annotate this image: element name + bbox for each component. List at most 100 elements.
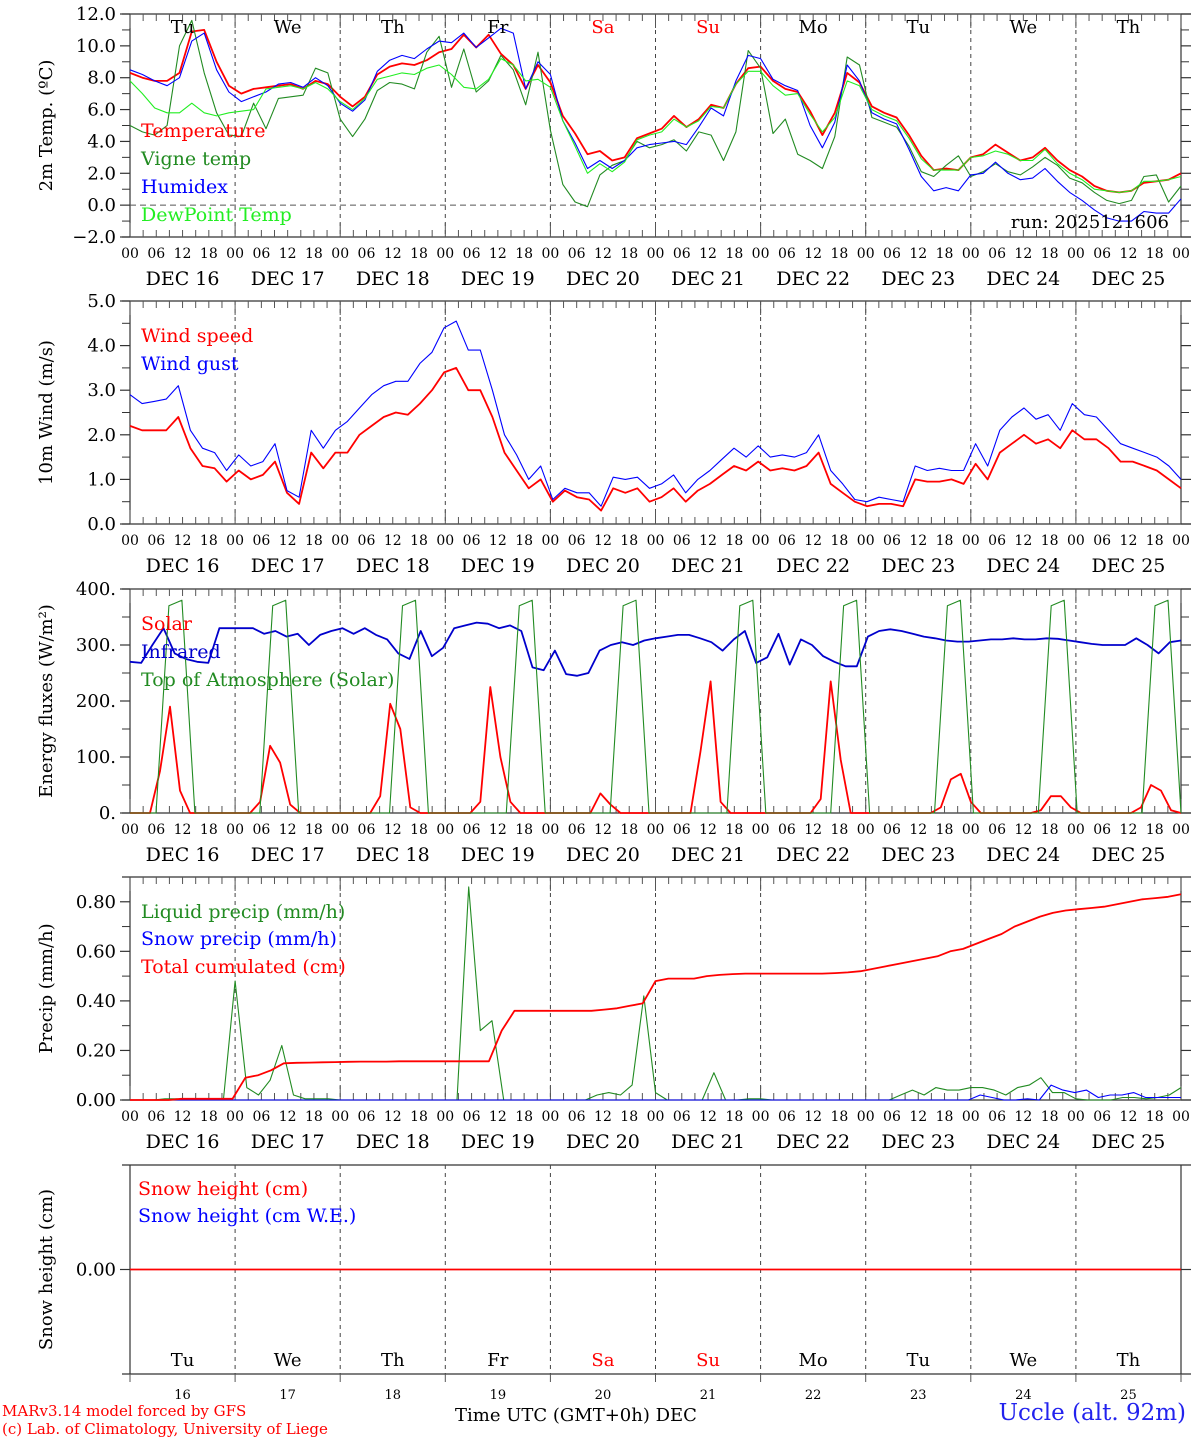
hour-label: 18 — [200, 246, 218, 262]
day-number-label: 24 — [1015, 1388, 1032, 1403]
hour-label: 00 — [752, 822, 770, 838]
day-number-label: 19 — [490, 1388, 507, 1403]
weekday-label: We — [1010, 17, 1038, 38]
date-label: DEC 16 — [146, 844, 220, 866]
hour-label: 00 — [1067, 822, 1085, 838]
y-tick-label: 0.0 — [87, 514, 116, 535]
hour-label: 18 — [936, 246, 954, 262]
hour-label: 06 — [463, 1109, 481, 1125]
hour-label: 06 — [1093, 533, 1111, 549]
hour-label: 00 — [857, 1109, 875, 1125]
hour-label: 12 — [279, 246, 297, 262]
legend-entry: Snow height (cm) — [138, 1178, 308, 1200]
y-tick-label: 4.0 — [87, 131, 116, 152]
hour-label: 18 — [305, 246, 323, 262]
hour-label: 00 — [1172, 1109, 1190, 1125]
hour-label: 12 — [909, 822, 927, 838]
hour-label: 12 — [1014, 246, 1032, 262]
hour-label: 06 — [778, 1109, 796, 1125]
hour-label: 12 — [489, 822, 507, 838]
y-tick-label: 8.0 — [87, 68, 116, 89]
hour-label: 18 — [1146, 533, 1164, 549]
hour-label: 18 — [725, 246, 743, 262]
panel-temp: −2.0 0.0 2.0 4.0 6.0 8.0 10.0 12.0 2m Temp. (ºC)… — [36, 4, 1191, 290]
legend-entry: Solar — [141, 613, 193, 635]
hour-label: 06 — [463, 246, 481, 262]
hour-label: 00 — [226, 246, 244, 262]
legend-entry: Wind speed — [141, 325, 253, 347]
hour-label: 00 — [541, 1109, 559, 1125]
series-line-total-cumulated-cm- — [130, 893, 1182, 1101]
hour-label: 12 — [279, 533, 297, 549]
y-tick-label: 2.0 — [87, 425, 116, 446]
date-label: DEC 19 — [461, 1131, 535, 1153]
hour-label: 06 — [147, 822, 165, 838]
series-line-dewpoint-temp — [129, 58, 1182, 193]
hour-label: 18 — [410, 822, 428, 838]
y-axis-title: 2m Temp. (ºC) — [36, 60, 57, 192]
hour-label: 06 — [778, 533, 796, 549]
hour-label: 18 — [305, 822, 323, 838]
date-label: DEC 20 — [566, 268, 640, 290]
legend-entry: Infrared — [141, 641, 221, 663]
hour-label: 12 — [699, 246, 717, 262]
hour-label: 06 — [673, 533, 691, 549]
hour-label: 06 — [883, 1109, 901, 1125]
hour-label: 12 — [804, 533, 822, 549]
hour-label: 00 — [1172, 822, 1190, 838]
date-label: DEC 17 — [251, 268, 325, 290]
date-label: DEC 23 — [881, 844, 955, 866]
date-label: DEC 24 — [986, 555, 1060, 577]
hour-label: 18 — [1146, 822, 1164, 838]
y-tick-label: 100. — [76, 747, 116, 768]
date-label: DEC 21 — [671, 1131, 745, 1153]
hour-label: 00 — [1172, 246, 1190, 262]
hour-label: 18 — [515, 1109, 533, 1125]
legend-entry: Wind gust — [141, 353, 239, 375]
hour-label: 06 — [883, 822, 901, 838]
hour-label: 12 — [489, 1109, 507, 1125]
legend-entry: Total cumulated (cm) — [141, 956, 346, 978]
hour-label: 12 — [594, 1109, 612, 1125]
y-tick-label: 12.0 — [76, 4, 116, 25]
hour-label: 00 — [121, 246, 139, 262]
hour-label: 12 — [279, 1109, 297, 1125]
hour-label: 00 — [331, 1109, 349, 1125]
y-axis-title: Snow height (cm) — [36, 1189, 57, 1350]
hour-label: 18 — [1041, 533, 1059, 549]
hour-label: 06 — [883, 246, 901, 262]
date-label: DEC 18 — [356, 844, 430, 866]
hour-label: 18 — [1146, 246, 1164, 262]
weekday-label: We — [274, 17, 302, 38]
date-label: DEC 22 — [776, 844, 850, 866]
hour-label: 12 — [909, 533, 927, 549]
hour-label: 06 — [252, 822, 270, 838]
legend-entry: Humidex — [141, 176, 228, 198]
hour-label: 00 — [331, 822, 349, 838]
series-line-humidex — [129, 27, 1182, 222]
y-tick-label: 300. — [76, 635, 116, 656]
hour-label: 18 — [305, 1109, 323, 1125]
y-tick-label: 4.0 — [87, 336, 116, 357]
hour-label: 12 — [174, 1109, 192, 1125]
hour-label: 06 — [988, 246, 1006, 262]
weekday-label: Th — [381, 1350, 405, 1371]
hour-label: 06 — [358, 533, 376, 549]
hour-label: 00 — [647, 1109, 665, 1125]
hour-label: 12 — [489, 533, 507, 549]
hour-label: 06 — [1093, 1109, 1111, 1125]
weekday-label: Fr — [487, 17, 508, 38]
hour-label: 00 — [436, 1109, 454, 1125]
day-number-label: 17 — [279, 1388, 296, 1403]
date-label: DEC 21 — [671, 555, 745, 577]
hour-label: 12 — [804, 246, 822, 262]
y-tick-label: 2.0 — [87, 163, 116, 184]
weekday-label: We — [274, 1350, 302, 1371]
hour-label: 12 — [594, 246, 612, 262]
hour-label: 00 — [1067, 246, 1085, 262]
date-label: DEC 25 — [1092, 555, 1166, 577]
hour-label: 06 — [252, 1109, 270, 1125]
y-tick-label: 0. — [99, 803, 116, 824]
date-label: DEC 25 — [1092, 844, 1166, 866]
